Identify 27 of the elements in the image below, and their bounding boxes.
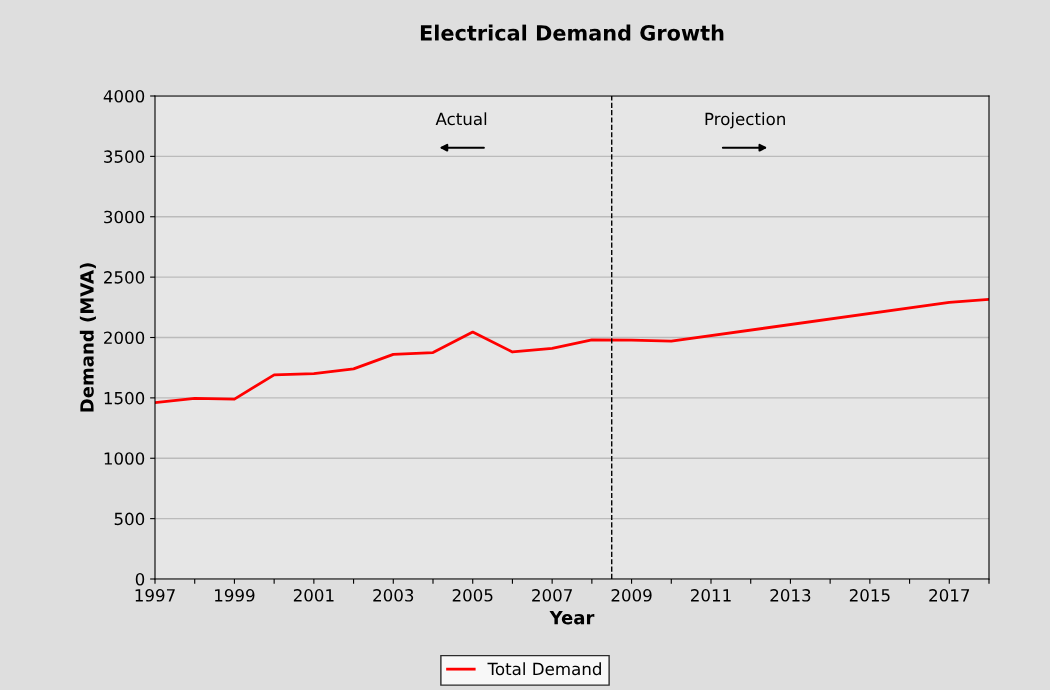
- x-tick-label: 2017: [929, 589, 970, 602]
- y-tick-label: 2500: [104, 271, 145, 284]
- x-tick-label: 1999: [215, 589, 255, 602]
- y-tick-label: 4000: [103, 89, 145, 103]
- x-tick-label: 2011: [691, 589, 731, 602]
- x-tick-label: 2013: [770, 589, 811, 602]
- annotation: Projection: [705, 112, 785, 129]
- x-tick-label: 2003: [373, 589, 414, 602]
- y-tick-label: 2000: [104, 331, 145, 345]
- x-tick-label: 2001: [293, 589, 334, 602]
- line-series: [155, 298, 989, 405]
- y-tick-label: 1000: [104, 452, 145, 465]
- y-tick-label: 3500: [104, 150, 145, 163]
- x-tick-label: 2009: [611, 589, 652, 602]
- y-tick-label: 0: [135, 572, 145, 586]
- x-tick-label: 2005: [452, 589, 493, 602]
- x-axis-title: Year: [549, 610, 595, 625]
- y-tick-label: 1500: [104, 391, 145, 405]
- x-tick-label: 2015: [849, 589, 890, 602]
- y-axis-title: Demand (MVA): [79, 263, 96, 412]
- x-tick-label: 1997: [135, 589, 175, 602]
- legend-label: Total Demand: [487, 662, 601, 676]
- chart-title: Electrical Demand Growth: [420, 24, 724, 41]
- annotation: Actual: [435, 112, 487, 126]
- y-tick-label: 3000: [104, 210, 145, 224]
- x-tick-label: 2007: [532, 589, 572, 602]
- y-tick-label: 500: [114, 512, 145, 526]
